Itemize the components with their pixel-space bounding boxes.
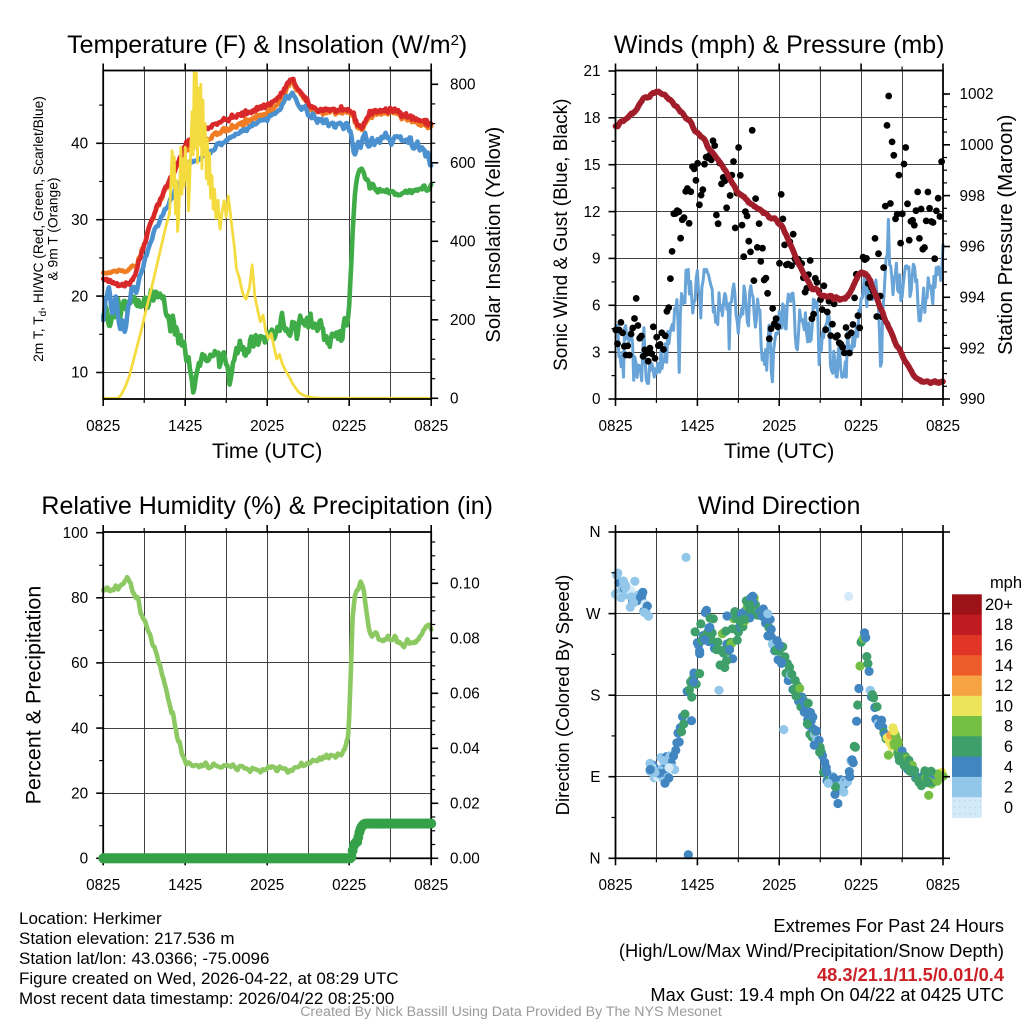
svg-text:mph: mph [990, 574, 1022, 592]
svg-text:1000: 1000 [960, 137, 994, 154]
svg-text:Extremes For Past 24 Hours: Extremes For Past 24 Hours [773, 915, 1004, 936]
svg-text:20+: 20+ [985, 596, 1013, 614]
svg-text:60: 60 [71, 655, 88, 672]
svg-text:21: 21 [583, 63, 600, 80]
svg-text:0: 0 [1004, 799, 1013, 817]
svg-text:2025: 2025 [250, 877, 284, 894]
svg-text:Wind Direction: Wind Direction [698, 492, 861, 520]
svg-text:6: 6 [592, 297, 601, 314]
svg-text:E: E [590, 769, 600, 786]
svg-text:Most recent data timestamp: 20: Most recent data timestamp: 2026/04/22 0… [19, 989, 394, 1008]
svg-text:0825: 0825 [598, 877, 632, 894]
svg-text:Direction (Colored By Speed): Direction (Colored By Speed) [552, 575, 573, 816]
svg-text:0825: 0825 [926, 877, 960, 894]
svg-text:20: 20 [71, 288, 88, 305]
svg-text:20: 20 [71, 785, 88, 802]
svg-text:2m T, Td, HI/WC (Red, Green, S: 2m T, Td, HI/WC (Red, Green, Scarlet/Blu… [31, 96, 49, 362]
svg-text:12: 12 [995, 677, 1013, 695]
svg-text:0.02: 0.02 [450, 796, 480, 813]
svg-text:998: 998 [960, 188, 986, 205]
svg-text:1002: 1002 [960, 86, 994, 103]
svg-text:1425: 1425 [168, 418, 202, 435]
svg-text:2025: 2025 [762, 877, 796, 894]
svg-text:W: W [586, 606, 601, 623]
svg-text:0: 0 [80, 851, 89, 868]
svg-text:Location: Herkimer: Location: Herkimer [19, 909, 162, 928]
svg-text:992: 992 [960, 340, 986, 357]
svg-text:Figure created on Wed, 2026-04: Figure created on Wed, 2026-04-22, at 08… [19, 969, 399, 988]
svg-text:100: 100 [63, 525, 89, 542]
svg-text:0825: 0825 [86, 418, 120, 435]
svg-text:0225: 0225 [332, 877, 366, 894]
svg-text:0: 0 [592, 391, 601, 408]
svg-text:18: 18 [995, 616, 1013, 634]
svg-text:0.00: 0.00 [450, 851, 480, 868]
svg-text:4: 4 [1004, 758, 1013, 776]
svg-text:14: 14 [995, 657, 1013, 675]
svg-text:8: 8 [1004, 718, 1013, 736]
svg-text:10: 10 [71, 365, 88, 382]
svg-text:2025: 2025 [762, 418, 796, 435]
svg-text:Max Gust: 19.4 mph On 04/22 at: Max Gust: 19.4 mph On 04/22 at 0425 UTC [650, 984, 1004, 1005]
svg-text:Sonic Wind & Gust (Blue, Black: Sonic Wind & Gust (Blue, Black) [551, 98, 572, 370]
svg-text:0.08: 0.08 [450, 631, 480, 648]
svg-text:1425: 1425 [680, 418, 714, 435]
svg-text:2: 2 [1004, 779, 1013, 797]
svg-text:0225: 0225 [844, 418, 878, 435]
svg-text:9: 9 [592, 251, 601, 268]
svg-text:18: 18 [583, 110, 600, 127]
svg-text:Time (UTC): Time (UTC) [724, 439, 834, 463]
svg-text:600: 600 [450, 155, 476, 172]
svg-text:1425: 1425 [168, 877, 202, 894]
svg-text:Temperature (F) & Insolation (: Temperature (F) & Insolation (W/m2) [67, 31, 467, 59]
svg-text:0: 0 [450, 391, 459, 408]
svg-text:N: N [589, 851, 600, 868]
svg-text:Time (UTC): Time (UTC) [212, 439, 322, 463]
svg-text:200: 200 [450, 312, 476, 329]
svg-text:0225: 0225 [844, 877, 878, 894]
svg-text:Station lat/lon: 43.0366; -75.: Station lat/lon: 43.0366; -75.0096 [19, 949, 269, 968]
svg-text:80: 80 [71, 590, 88, 607]
svg-text:0825: 0825 [414, 418, 448, 435]
svg-text:12: 12 [583, 204, 600, 221]
svg-text:40: 40 [71, 720, 88, 737]
svg-text:Station elevation: 217.536 m: Station elevation: 217.536 m [19, 929, 234, 948]
svg-text:Percent & Precipitation: Percent & Precipitation [22, 586, 46, 805]
svg-text:400: 400 [450, 234, 476, 251]
svg-text:16: 16 [995, 637, 1013, 655]
svg-text:S: S [590, 687, 600, 704]
svg-text:996: 996 [960, 239, 986, 256]
svg-text:15: 15 [583, 157, 600, 174]
svg-text:0.06: 0.06 [450, 686, 480, 703]
svg-text:48.3/21.1/11.5/0.01/0.4: 48.3/21.1/11.5/0.01/0.4 [817, 964, 1005, 985]
svg-text:Created By Nick Bassill Using: Created By Nick Bassill Using Data Provi… [300, 1004, 722, 1020]
svg-text:0225: 0225 [332, 418, 366, 435]
svg-text:N: N [589, 524, 600, 541]
svg-text:30: 30 [71, 212, 88, 229]
svg-text:0825: 0825 [86, 877, 120, 894]
svg-text:0825: 0825 [926, 418, 960, 435]
svg-text:3: 3 [592, 344, 601, 361]
svg-text:Winds (mph) & Pressure (mb): Winds (mph) & Pressure (mb) [614, 31, 945, 59]
svg-text:2025: 2025 [250, 418, 284, 435]
svg-text:0825: 0825 [414, 877, 448, 894]
svg-text:1425: 1425 [680, 877, 714, 894]
svg-text:6: 6 [1004, 738, 1013, 756]
svg-text:Solar Insolation (Yellow): Solar Insolation (Yellow) [483, 127, 505, 343]
svg-text:& 9m T (Orange): & 9m T (Orange) [46, 177, 61, 280]
svg-text:40: 40 [71, 136, 88, 153]
svg-text:994: 994 [960, 290, 986, 307]
svg-text:800: 800 [450, 77, 476, 94]
svg-text:Station Pressure (Maroon): Station Pressure (Maroon) [994, 114, 1017, 354]
svg-text:Relative Humidity (%) & Precip: Relative Humidity (%) & Precipitation (i… [41, 492, 493, 520]
svg-text:0.04: 0.04 [450, 741, 480, 758]
svg-text:0825: 0825 [598, 418, 632, 435]
svg-text:(High/Low/Max Wind/Precipitati: (High/Low/Max Wind/Precipitation/Snow De… [619, 940, 1004, 961]
svg-text:10: 10 [995, 697, 1013, 715]
svg-text:990: 990 [960, 391, 986, 408]
svg-text:0.10: 0.10 [450, 576, 480, 593]
